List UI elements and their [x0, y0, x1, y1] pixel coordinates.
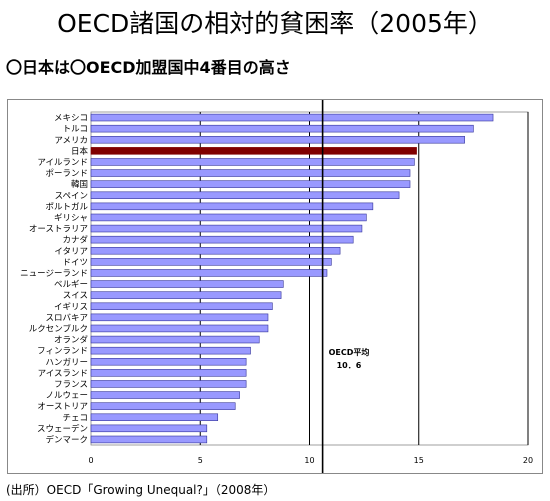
category-label: ドイツ	[62, 258, 88, 268]
x-tick-label: 10	[304, 456, 314, 465]
bar	[90, 424, 208, 433]
bar-series	[90, 113, 494, 444]
poverty-rate-chart: メキシコトルコアメリカ日本アイルランドポーランド韓国スペインポルトガルギリシャオ…	[20, 100, 533, 473]
category-label: ポーランド	[45, 169, 88, 179]
bar	[90, 324, 269, 333]
source-note: (出所）OECD「Growing Unequal?」（2008年）	[6, 483, 276, 497]
category-label: カナダ	[62, 235, 88, 246]
oecd-average-reference: OECD平均 10．6	[321, 100, 370, 473]
category-label: スペイン	[55, 191, 88, 201]
bar	[90, 235, 354, 244]
bar	[90, 435, 208, 444]
bar	[90, 169, 411, 177]
bar	[90, 247, 341, 255]
bar	[90, 402, 236, 410]
category-label: アイスランド	[38, 369, 88, 379]
x-tick-label: 0	[88, 456, 93, 465]
bar	[90, 346, 251, 355]
bar	[90, 413, 219, 421]
bar	[90, 313, 269, 322]
bar	[90, 224, 363, 233]
bar	[90, 124, 474, 133]
bar	[90, 391, 240, 399]
category-label: スウェーデン	[37, 423, 88, 434]
bar	[90, 302, 273, 310]
bar	[90, 136, 465, 144]
category-label: スイス	[63, 291, 88, 301]
bar	[90, 291, 282, 299]
x-axis-tick-labels: 0 5 10 15 20	[88, 456, 533, 465]
reference-label: OECD平均	[329, 347, 370, 357]
category-label: オランダ	[54, 335, 89, 346]
page-title: OECD諸国の相対的貧困率（2005年）	[57, 9, 493, 38]
category-label: ルクセンブルク	[29, 323, 88, 334]
category-label: ギリシャ	[54, 213, 88, 223]
x-tick-label: 20	[523, 456, 533, 465]
category-label: ニュージーランド	[20, 269, 88, 279]
bar	[90, 202, 374, 211]
category-label: ポルトガル	[45, 201, 88, 212]
category-label: オーストラリア	[29, 225, 88, 235]
bar	[90, 280, 284, 288]
category-label: アイルランド	[37, 158, 88, 168]
bar-highlight	[90, 147, 417, 155]
category-label: 韓国	[71, 179, 88, 190]
category-label: 日本	[71, 146, 89, 157]
bar	[90, 191, 400, 199]
category-label: イタリア	[54, 247, 88, 257]
grid-lines	[199, 112, 529, 445]
bar	[90, 113, 494, 122]
category-label: メキシコ	[54, 114, 88, 124]
bar	[90, 269, 328, 277]
category-label: フランス	[54, 380, 88, 390]
category-label: デンマーク	[45, 434, 88, 445]
bar	[90, 213, 367, 222]
bar	[90, 369, 247, 377]
category-label: ベルギー	[54, 280, 88, 290]
category-label: アメリカ	[54, 136, 88, 146]
subtitle: 〇日本は〇OECD加盟国中4番目の高さ	[6, 58, 291, 77]
bar	[90, 335, 260, 344]
category-label: トルコ	[63, 125, 88, 135]
bar	[90, 380, 247, 388]
category-label: スロバキア	[45, 313, 88, 323]
chart-frame: メキシコ トルコ アメリカ 日本 アイルランド ポーランド 韓国 スペイン ポルトガル ギリシャオ…	[7, 99, 543, 474]
reference-value: 10．6	[337, 361, 362, 370]
bar	[90, 258, 332, 266]
x-tick-label: 5	[198, 456, 203, 465]
bar	[90, 180, 411, 188]
category-label: イギリス	[54, 302, 88, 312]
category-label: チェコ	[62, 413, 88, 423]
category-label: フィンランド	[37, 347, 88, 357]
x-tick-label: 15	[414, 456, 424, 465]
category-labels: メキシコトルコアメリカ日本アイルランドポーランド韓国スペインポルトガルギリシャオ…	[20, 114, 88, 446]
category-label: オーストリア	[37, 402, 88, 412]
bar	[90, 158, 415, 166]
category-label: ノルウェー	[45, 391, 88, 401]
bar	[90, 358, 247, 366]
category-label: ハンガリー	[45, 357, 88, 368]
